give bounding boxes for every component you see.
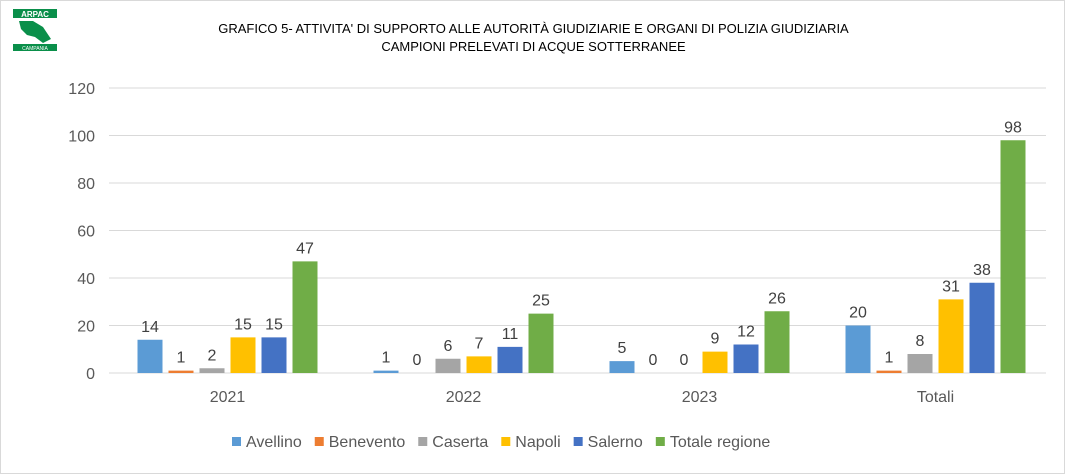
legend-label: Benevento	[329, 434, 406, 451]
y-tick-label: 80	[77, 176, 95, 193]
legend-label: Salerno	[588, 434, 643, 451]
legend-swatch	[655, 437, 665, 446]
y-tick-label: 40	[77, 271, 95, 288]
legend-label: Avellino	[246, 434, 302, 451]
data-label: 31	[942, 278, 960, 295]
y-tick-label: 120	[68, 81, 95, 98]
legend-swatch	[314, 437, 324, 446]
data-label: 1	[382, 350, 391, 367]
legend-label: Caserta	[432, 434, 488, 451]
legend-swatch	[501, 437, 511, 446]
data-label: 11	[502, 326, 519, 343]
x-tick-label: 2021	[210, 389, 246, 406]
data-label: 12	[737, 324, 755, 341]
x-tick-label: Totali	[917, 389, 954, 406]
bar	[764, 311, 790, 373]
bar	[373, 370, 399, 373]
bar	[609, 361, 635, 373]
bar	[230, 337, 256, 373]
data-label: 47	[296, 240, 314, 257]
data-label: 7	[475, 335, 484, 352]
y-tick-label: 100	[68, 129, 95, 146]
bar	[435, 358, 461, 373]
legend-swatch	[573, 437, 583, 446]
data-label: 0	[649, 352, 658, 369]
bar	[528, 313, 554, 373]
bar	[261, 337, 287, 373]
data-label: 25	[532, 293, 550, 310]
bar	[168, 370, 194, 373]
x-tick-label: 2023	[682, 389, 718, 406]
data-label: 6	[444, 338, 453, 355]
data-label: 0	[413, 352, 422, 369]
bar	[702, 351, 728, 373]
data-label: 8	[916, 333, 925, 350]
svg-text:CAMPANIA: CAMPANIA	[22, 46, 48, 51]
data-label: 2	[208, 347, 217, 364]
data-label: 26	[768, 290, 786, 307]
data-label: 1	[885, 350, 894, 367]
bar	[1000, 140, 1026, 373]
legend-label: Totale regione	[670, 434, 771, 451]
bar	[733, 344, 759, 373]
bar	[137, 339, 163, 373]
data-label: 0	[680, 352, 689, 369]
chart-title: GRAFICO 5- ATTIVITA' DI SUPPORTO ALLE AU…	[1, 20, 1064, 56]
bar	[969, 282, 995, 373]
data-label: 14	[141, 319, 159, 336]
bar	[466, 356, 492, 373]
y-tick-label: 0	[86, 366, 95, 383]
data-label: 98	[1004, 119, 1022, 136]
data-label: 20	[849, 305, 867, 322]
data-label: 1	[177, 350, 186, 367]
data-label: 15	[234, 316, 252, 333]
bar	[876, 370, 902, 373]
bar	[907, 354, 933, 373]
legend-label: Napoli	[515, 434, 560, 451]
legend-swatch	[418, 437, 428, 446]
title-line-1: GRAFICO 5- ATTIVITA' DI SUPPORTO ALLE AU…	[218, 21, 849, 36]
data-label: 15	[265, 316, 283, 333]
data-label: 9	[711, 331, 720, 348]
data-label: 5	[618, 340, 627, 357]
x-tick-label: 2022	[446, 389, 482, 406]
y-tick-label: 60	[77, 224, 95, 241]
bar	[845, 325, 871, 373]
legend-swatch	[232, 437, 241, 446]
bar	[199, 368, 225, 373]
bar	[292, 261, 318, 373]
bar	[497, 346, 523, 373]
bar	[938, 299, 964, 373]
data-label: 38	[973, 262, 991, 279]
svg-text:ARPAC: ARPAC	[21, 10, 49, 19]
y-tick-label: 20	[77, 319, 95, 336]
title-line-2: CAMPIONI PRELEVATI DI ACQUE SOTTERRANEE	[381, 39, 686, 54]
arpac-logo: ARPAC CAMPANIA	[13, 9, 57, 56]
